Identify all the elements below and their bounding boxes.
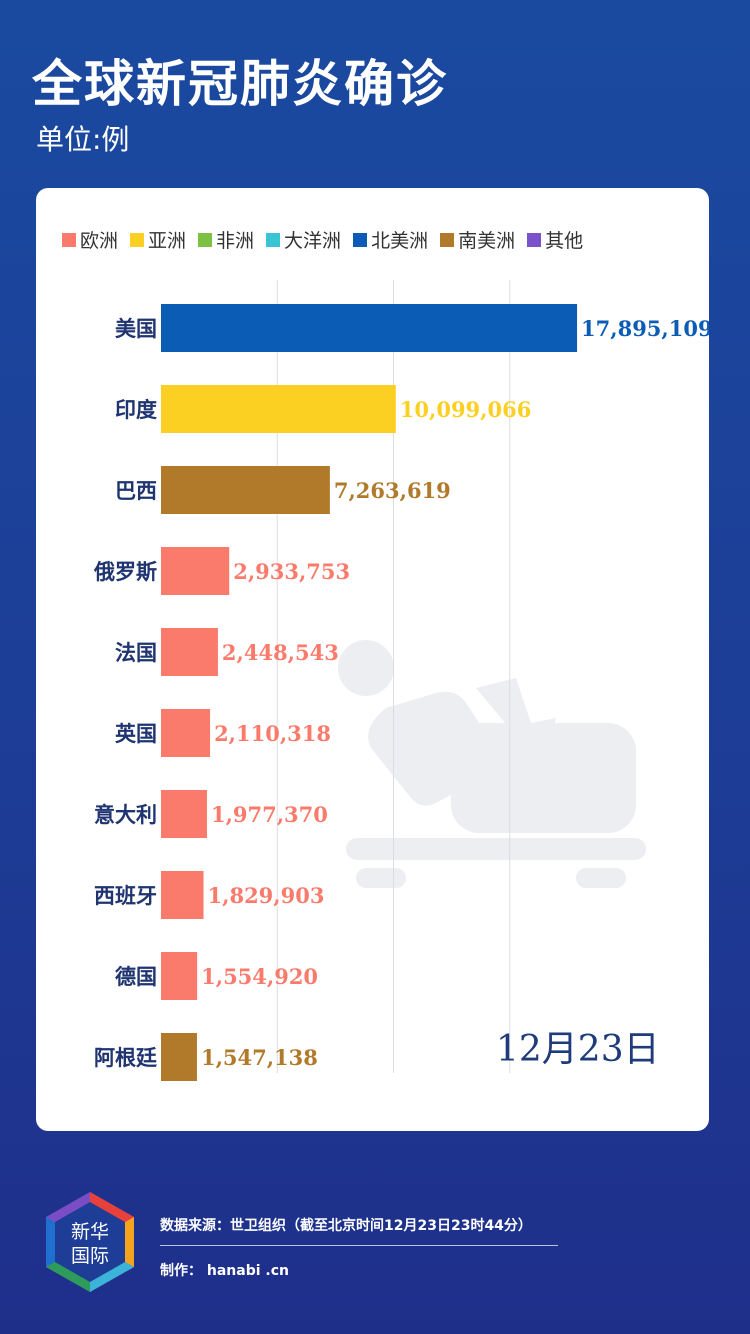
value-label: 10,099,066 (400, 397, 532, 422)
legend-swatch (440, 232, 455, 247)
bar (161, 952, 198, 1000)
legend-swatch (527, 232, 542, 247)
value-label: 1,977,370 (211, 802, 328, 827)
legend-item-africa: 非洲 (198, 226, 254, 253)
bar (161, 304, 578, 352)
legend-label: 北美洲 (371, 230, 429, 252)
legend-item-europe: 欧洲 (62, 226, 118, 253)
category-label: 英国 (115, 722, 157, 746)
legend-label: 大洋洲 (284, 230, 342, 252)
legend-item-north-america: 北美洲 (353, 226, 428, 253)
category-label: 巴西 (115, 479, 157, 503)
bar (161, 628, 218, 676)
category-label: 德国 (115, 965, 157, 989)
unit-label: 单位:例 (36, 123, 130, 156)
category-label: 西班牙 (94, 884, 157, 908)
footer-divider (160, 1245, 558, 1246)
value-label: 2,933,753 (233, 559, 350, 584)
value-label: 1,829,903 (208, 883, 325, 908)
bar (161, 790, 207, 838)
category-label: 俄罗斯 (93, 560, 157, 584)
legend-item-south-america: 南美洲 (440, 226, 515, 253)
legend-label: 非洲 (216, 230, 255, 252)
value-label: 7,263,619 (334, 478, 451, 503)
page-title: 全球新冠肺炎确诊 (32, 55, 448, 113)
value-label: 1,554,920 (201, 964, 318, 989)
legend-label: 亚洲 (148, 230, 187, 252)
date-label: 12月23日 (496, 1029, 660, 1070)
legend-swatch (266, 232, 281, 247)
bar (161, 547, 230, 595)
legend-label: 欧洲 (80, 230, 119, 252)
category-label: 美国 (115, 317, 157, 341)
bar (161, 709, 211, 757)
bar-chart: 美国 17,895,109 印度 10,099,066 巴西 7,263,619 俄罗斯 2,… (93, 280, 709, 1081)
legend-label: 南美洲 (458, 230, 516, 252)
hospital-bed-watermark-icon (338, 640, 646, 888)
bar (161, 385, 396, 433)
logo-text-bottom: 国际 (71, 1245, 109, 1267)
category-label: 阿根廷 (94, 1046, 158, 1070)
category-label: 法国 (115, 641, 157, 665)
legend-swatch (198, 232, 213, 247)
legend-item-asia: 亚洲 (130, 226, 186, 253)
legend-swatch (62, 232, 76, 247)
chart-card: 欧洲 亚洲 非洲 大洋洲 北美洲 南美洲 其他 美国 17,895,109 印度 10… (36, 188, 709, 1131)
category-label: 印度 (115, 398, 157, 422)
value-label: 1,547,138 (201, 1045, 318, 1070)
legend-label: 其他 (545, 230, 584, 252)
legend-item-oceania: 大洋洲 (266, 226, 341, 253)
chart-legend: 欧洲 亚洲 非洲 大洋洲 北美洲 南美洲 其他 (62, 226, 583, 253)
data-source: 数据来源：世卫组织（截至北京时间12月23日23时44分） (160, 1218, 532, 1234)
value-label: 2,448,543 (222, 640, 339, 665)
logo-text-top: 新华 (71, 1221, 109, 1243)
bar (161, 871, 204, 919)
legend-swatch (130, 232, 145, 247)
legend-item-other: 其他 (527, 226, 583, 253)
xinhua-logo: 新华 国际 (46, 1192, 134, 1292)
bar (161, 466, 330, 514)
bar (161, 1033, 197, 1081)
category-label: 意大利 (94, 803, 157, 827)
legend-swatch (353, 232, 368, 247)
credit-label: 制作： hanabi .cn (160, 1263, 289, 1279)
value-label: 17,895,109 (581, 316, 709, 341)
value-label: 2,110,318 (214, 721, 331, 746)
